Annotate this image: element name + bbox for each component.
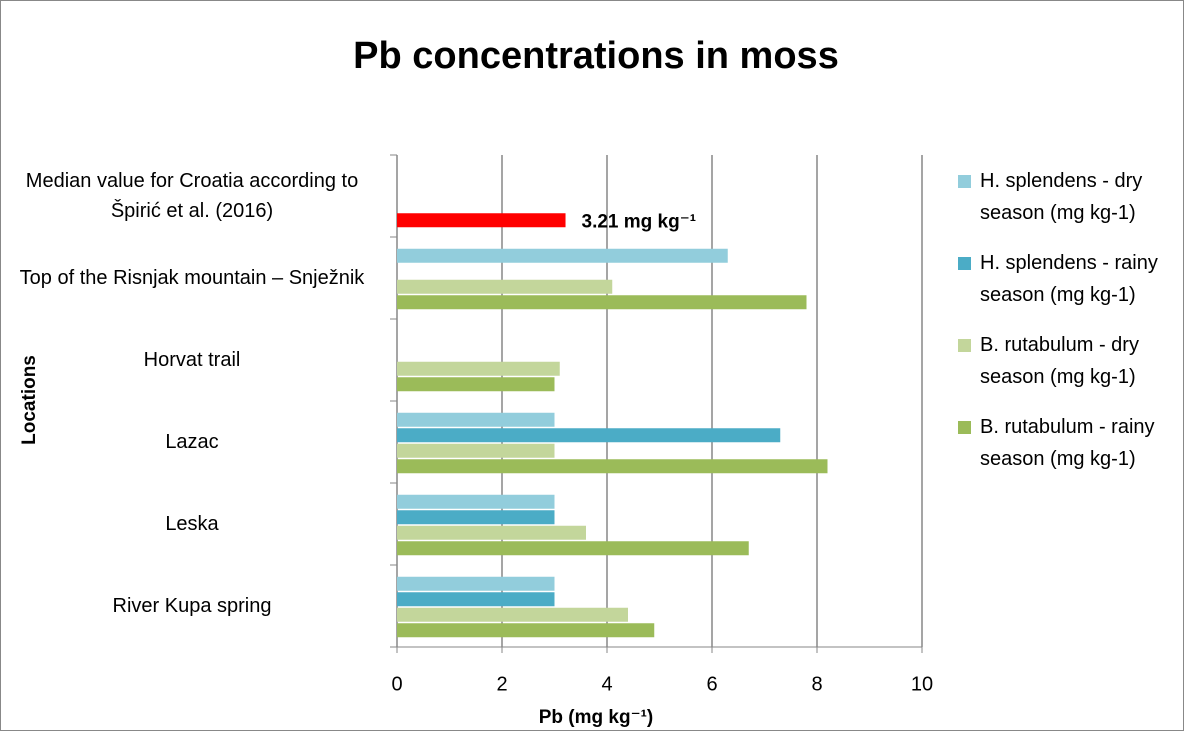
y-tick-label: Horvat trail xyxy=(143,349,241,371)
bar xyxy=(397,576,555,591)
bar xyxy=(397,592,555,607)
bar xyxy=(397,494,555,509)
bar xyxy=(397,248,728,263)
y-tick-label: Lazac xyxy=(165,431,219,453)
x-tick-label: 6 xyxy=(706,673,717,695)
bar xyxy=(397,279,613,294)
bar xyxy=(397,541,749,556)
bar xyxy=(397,525,586,540)
bar xyxy=(397,213,566,228)
bar xyxy=(397,459,828,474)
x-tick-label: 4 xyxy=(601,673,612,695)
bar xyxy=(397,412,555,427)
y-tick-label: River Kupa spring xyxy=(112,595,272,617)
bar xyxy=(397,295,807,310)
data-label: 3.21 mg kg⁻¹ xyxy=(582,211,697,232)
x-tick-label: 0 xyxy=(391,673,402,695)
legend-label: H. splendens - rainy season (mg kg-1) xyxy=(980,252,1158,306)
legend-label: H. splendens - dry season (mg kg-1) xyxy=(980,170,1143,224)
legend-label: B. rutabulum - rainy season (mg kg-1) xyxy=(980,416,1155,470)
legend-label: B. rutabulum - dry season (mg kg-1) xyxy=(980,334,1139,388)
legend-swatch xyxy=(958,339,971,352)
y-axis-title: Locations xyxy=(19,355,40,445)
bar xyxy=(397,428,781,443)
x-tick-label: 2 xyxy=(496,673,507,695)
legend-swatch xyxy=(958,175,971,188)
legend-swatch xyxy=(958,257,971,270)
chart-title: Pb concentrations in moss xyxy=(353,35,839,77)
bar xyxy=(397,623,655,638)
y-tick-label: Median value for Croatia according to Šp… xyxy=(25,170,359,222)
bar xyxy=(397,361,560,376)
bar xyxy=(397,607,628,622)
y-tick-label: Leska xyxy=(165,513,219,535)
y-tick-label: Top of the Risnjak mountain – Snježnik xyxy=(19,267,365,289)
x-axis-title: Pb (mg kg⁻¹) xyxy=(539,707,654,728)
x-tick-label: 10 xyxy=(911,673,933,695)
x-tick-label: 8 xyxy=(811,673,822,695)
bar xyxy=(397,443,555,458)
bar xyxy=(397,510,555,525)
bar xyxy=(397,377,555,392)
legend-swatch xyxy=(958,421,971,434)
